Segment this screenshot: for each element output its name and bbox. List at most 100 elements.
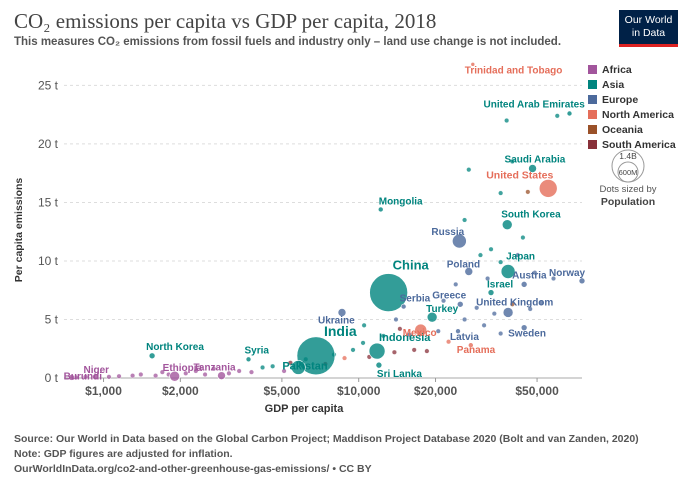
data-point[interactable] bbox=[148, 352, 156, 360]
data-point[interactable] bbox=[217, 371, 226, 380]
data-point[interactable] bbox=[202, 371, 208, 377]
data-point[interactable] bbox=[391, 349, 397, 355]
data-point[interactable] bbox=[487, 289, 495, 296]
legend-item[interactable]: Africa bbox=[588, 62, 676, 77]
data-point[interactable] bbox=[68, 374, 75, 381]
data-point[interactable] bbox=[488, 246, 494, 252]
data-point[interactable] bbox=[400, 303, 407, 310]
data-point[interactable] bbox=[491, 311, 497, 317]
data-point[interactable] bbox=[116, 373, 122, 379]
data-point[interactable] bbox=[528, 164, 537, 173]
data-point[interactable] bbox=[464, 267, 474, 276]
data-point[interactable] bbox=[426, 311, 438, 323]
size-key: 1.4B 600M Dots sized by Population bbox=[588, 148, 668, 208]
data-point[interactable] bbox=[169, 370, 180, 382]
data-point[interactable] bbox=[281, 368, 287, 374]
data-point[interactable] bbox=[441, 298, 447, 304]
data-point[interactable] bbox=[566, 110, 573, 117]
data-point[interactable] bbox=[291, 360, 306, 375]
data-point[interactable] bbox=[368, 342, 386, 360]
data-point[interactable] bbox=[153, 373, 159, 379]
data-point[interactable] bbox=[83, 374, 89, 380]
data-point[interactable] bbox=[406, 332, 412, 338]
data-point[interactable] bbox=[375, 361, 383, 369]
data-point[interactable] bbox=[578, 277, 586, 285]
data-point[interactable] bbox=[502, 307, 514, 318]
data-point[interactable] bbox=[260, 364, 266, 370]
legend-item[interactable]: Oceania bbox=[588, 122, 676, 137]
data-point[interactable] bbox=[159, 369, 165, 375]
legend-item[interactable]: South America bbox=[588, 137, 676, 152]
data-point[interactable] bbox=[193, 368, 199, 374]
data-point[interactable] bbox=[360, 340, 366, 346]
data-point[interactable] bbox=[498, 259, 504, 265]
data-point[interactable] bbox=[92, 373, 99, 381]
data-point[interactable] bbox=[245, 356, 252, 363]
data-point[interactable] bbox=[466, 167, 472, 173]
data-point[interactable] bbox=[474, 305, 480, 311]
legend-item[interactable]: Europe bbox=[588, 92, 676, 107]
data-point[interactable] bbox=[498, 331, 504, 337]
data-point[interactable] bbox=[226, 370, 232, 376]
data-point[interactable] bbox=[236, 368, 242, 374]
footer-url[interactable]: OurWorldInData.org/co2-and-other-greenho… bbox=[14, 463, 372, 475]
data-point[interactable] bbox=[509, 158, 515, 164]
data-point[interactable] bbox=[342, 355, 348, 361]
data-point[interactable] bbox=[527, 306, 533, 312]
data-point[interactable] bbox=[296, 336, 336, 376]
data-point[interactable] bbox=[481, 322, 487, 328]
data-point[interactable] bbox=[411, 347, 417, 353]
data-point[interactable] bbox=[520, 235, 526, 241]
data-point[interactable] bbox=[138, 371, 144, 377]
data-point[interactable] bbox=[106, 374, 112, 380]
data-point[interactable] bbox=[211, 366, 217, 372]
data-point[interactable] bbox=[455, 328, 461, 334]
data-point[interactable] bbox=[554, 113, 560, 119]
data-point[interactable] bbox=[397, 326, 403, 332]
data-point[interactable] bbox=[501, 219, 513, 230]
data-point[interactable] bbox=[424, 348, 430, 354]
point-label: Pakistan bbox=[282, 360, 328, 372]
legend-item[interactable]: North America bbox=[588, 107, 676, 122]
data-point[interactable] bbox=[498, 190, 504, 196]
data-point[interactable] bbox=[477, 252, 483, 258]
data-point[interactable] bbox=[446, 339, 452, 345]
data-point[interactable] bbox=[520, 281, 528, 288]
data-point[interactable] bbox=[287, 360, 293, 366]
data-point[interactable] bbox=[453, 281, 459, 287]
data-point[interactable] bbox=[369, 273, 408, 312]
size-key-dimension[interactable]: Population bbox=[600, 196, 656, 208]
data-point[interactable] bbox=[350, 347, 356, 353]
data-point[interactable] bbox=[130, 373, 136, 379]
data-point[interactable] bbox=[393, 316, 399, 322]
data-point[interactable] bbox=[470, 62, 476, 67]
data-point[interactable] bbox=[337, 308, 347, 317]
x-tick-label: $2,000 bbox=[162, 384, 199, 398]
data-point[interactable] bbox=[377, 206, 384, 213]
data-point[interactable] bbox=[532, 270, 538, 276]
data-point[interactable] bbox=[452, 233, 467, 249]
data-point[interactable] bbox=[270, 363, 276, 369]
data-point[interactable] bbox=[456, 300, 464, 308]
data-point[interactable] bbox=[414, 323, 428, 337]
data-point[interactable] bbox=[462, 316, 468, 322]
owid-logo[interactable]: Our World in Data bbox=[619, 10, 678, 47]
data-point[interactable] bbox=[485, 276, 491, 282]
data-point[interactable] bbox=[500, 264, 516, 279]
legend-item[interactable]: Asia bbox=[588, 77, 676, 92]
data-point[interactable] bbox=[538, 179, 558, 198]
data-point[interactable] bbox=[504, 118, 510, 124]
data-point[interactable] bbox=[520, 324, 528, 331]
data-point[interactable] bbox=[515, 252, 521, 258]
data-point[interactable] bbox=[525, 189, 531, 195]
data-point[interactable] bbox=[551, 276, 557, 282]
data-point[interactable] bbox=[361, 322, 367, 328]
data-point[interactable] bbox=[462, 217, 468, 223]
data-point[interactable] bbox=[538, 300, 544, 306]
data-point[interactable] bbox=[248, 369, 254, 375]
data-point[interactable] bbox=[380, 333, 386, 339]
data-point[interactable] bbox=[435, 328, 441, 334]
data-point[interactable] bbox=[183, 370, 189, 376]
data-point[interactable] bbox=[468, 342, 474, 349]
data-point[interactable] bbox=[509, 301, 515, 307]
